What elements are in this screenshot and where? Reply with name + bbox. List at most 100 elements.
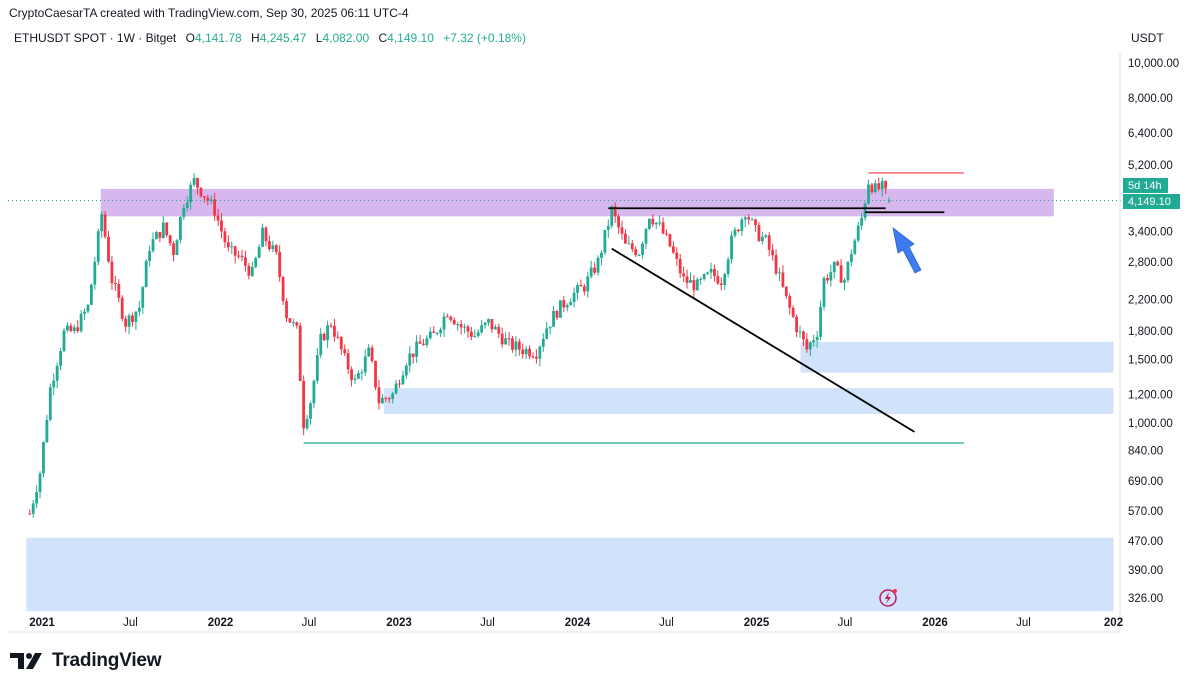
candle-body [730,235,733,260]
price-tick-label: 10,000.00 [1128,58,1179,70]
candle [148,245,151,267]
candle-body [113,283,117,285]
price-axis[interactable]: 10,000.00 8,000.00 6,400.00 5,200.00 3,400.0… [1128,58,1179,605]
support-zone-3[interactable] [26,537,1114,612]
candle [59,347,62,371]
candle-body [312,380,316,404]
candle [452,317,456,326]
symbol-info-bar[interactable]: ETHUSDT SPOT · 1W · Bitget O4,141.78 H4,… [14,31,526,45]
countdown-tag-bg [1123,178,1168,193]
price-tick-label: 3,400.00 [1128,227,1173,239]
candle-body [175,240,179,256]
candle-body [702,274,706,280]
candle-body [548,326,552,329]
candle-body [689,280,692,283]
candle [278,245,282,282]
support-zone-2[interactable] [383,388,1114,414]
candle [730,231,733,264]
candle [880,177,884,197]
candle [28,509,32,515]
candle [428,327,432,340]
candle-body [271,245,275,250]
candle-body [490,319,494,330]
candle-body [624,233,627,244]
candle [196,177,199,195]
candle [127,313,131,335]
time-axis[interactable]: 2021 Jul 2022 Jul 2023 Jul 2024 Jul 2025 Jul 2026 J… [29,617,1123,629]
arrow-annotation[interactable] [892,227,922,274]
price-tick-label: 2,200.00 [1128,295,1173,307]
candle-body [589,267,593,277]
candle-body [449,316,453,320]
candle-body [48,387,52,420]
descending-trendline-line-2[interactable] [611,247,915,433]
candle [285,298,288,323]
candle [678,253,682,278]
candle-body [446,316,449,318]
candle-body [442,316,446,330]
drawing-lines-layer[interactable] [8,172,1122,444]
candle-body [613,206,617,217]
candle [302,375,306,436]
candle-body [764,235,768,237]
candle-body [31,503,35,514]
candle [685,269,689,289]
candle [733,227,737,238]
candle-body [422,343,425,346]
lightning-circle-icon[interactable] [879,589,897,607]
candle [788,293,792,315]
candle-body [196,178,199,188]
candle-body [627,243,631,245]
time-tick-label: 202 [1104,617,1123,629]
candle-body [404,365,408,376]
candle [863,201,867,221]
candle-body [360,372,364,374]
candle [760,231,764,245]
candle [199,187,203,198]
candle-body [887,200,891,202]
candle-body [737,229,740,232]
time-tick-label: Jul [838,617,853,629]
candle-body [699,279,703,281]
candle [86,303,90,314]
candle-body [158,232,162,238]
price-tick-label: 390.00 [1128,565,1163,577]
candle [35,485,39,509]
candle-body [428,331,432,339]
candle [849,249,853,267]
support-zone-1[interactable] [800,341,1114,373]
candle-body [569,302,573,306]
candle [541,333,545,352]
candle [360,369,364,381]
candle [254,256,258,269]
candle-body [274,245,278,252]
time-tick-label: 2022 [208,617,234,629]
time-tick-label: Jul [123,617,138,629]
price-tick-label: 6,400.00 [1128,128,1173,140]
candle [617,214,620,234]
candle [415,335,419,363]
candle-body [576,284,579,293]
tradingview-wordmark: TradingView [52,650,162,671]
candle [185,196,189,212]
candle [288,317,292,323]
candle [66,322,69,333]
candle-body [552,311,555,327]
candle-body [644,228,648,244]
candle-body [535,356,538,359]
blue-arrow-icon[interactable] [892,227,922,274]
tradingview-logo[interactable]: TradingView [10,650,162,672]
candle [182,204,186,221]
candle [418,334,422,344]
replay-icon[interactable] [879,589,897,607]
candle [764,234,768,239]
candle-body [124,318,128,327]
candle-body [52,380,56,388]
candle-body [452,319,456,325]
symbol-name[interactable]: ETHUSDT SPOT · 1W · Bitget [14,31,177,45]
candle-body [849,254,853,262]
candle-body [401,375,405,385]
candle-body [377,387,381,404]
candle [83,308,86,320]
